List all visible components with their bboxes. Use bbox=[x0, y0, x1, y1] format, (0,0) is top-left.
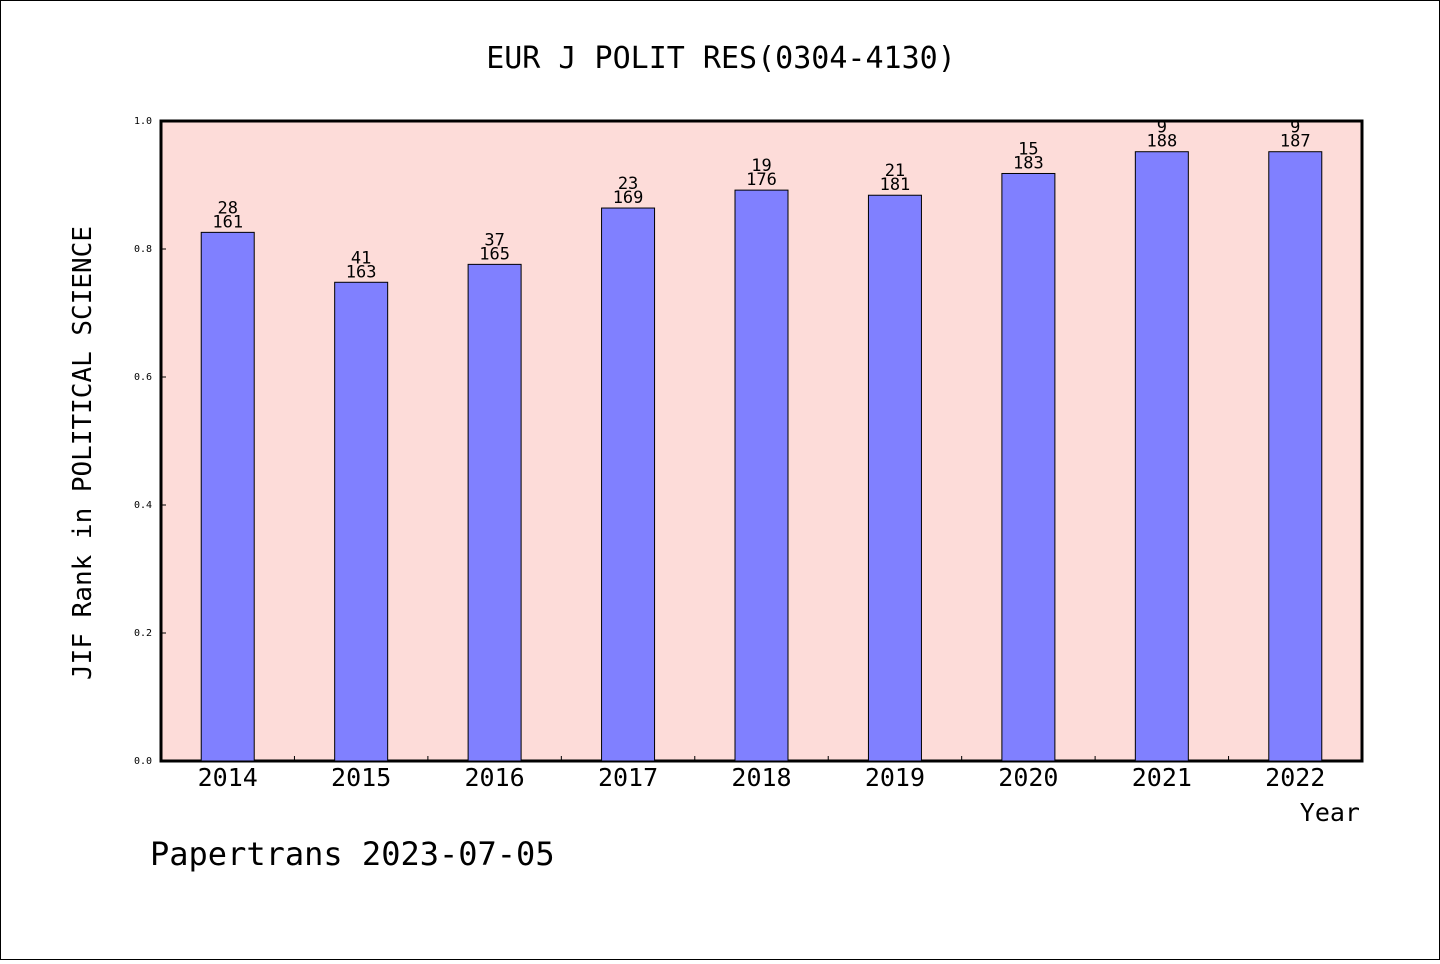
bar-rank-label: 19 bbox=[751, 156, 771, 176]
bar-2014 bbox=[200, 231, 255, 762]
bar-2020 bbox=[1001, 172, 1056, 762]
y-tick-label: 0.0 bbox=[134, 756, 152, 767]
x-tick-label: 2022 bbox=[1265, 763, 1325, 792]
x-axis: 2014 2015 2016 2017 2018 2019 2020 2021 2022 bbox=[198, 756, 1325, 792]
bar-2021 bbox=[1134, 151, 1189, 762]
y-tick-label: 0.2 bbox=[134, 628, 152, 639]
x-tick-label: 2016 bbox=[465, 763, 525, 792]
bar-rank-label: 9 bbox=[1157, 118, 1167, 138]
bar-2019 bbox=[867, 194, 922, 762]
bar-2015 bbox=[334, 281, 389, 762]
bar-total-label: 187 bbox=[1280, 132, 1311, 152]
bar-total-label: 181 bbox=[880, 175, 911, 195]
bar-2017 bbox=[601, 207, 656, 762]
bar-rank-label: 21 bbox=[885, 161, 905, 181]
x-tick-label: 2021 bbox=[1132, 763, 1192, 792]
bar-total-label: 163 bbox=[346, 262, 377, 282]
y-tick-label: 0.6 bbox=[134, 372, 152, 383]
x-tick-label: 2014 bbox=[198, 763, 258, 792]
y-axis-label: JIF Rank in POLITICAL SCIENCE bbox=[68, 226, 98, 680]
bar-rank-label: 9 bbox=[1290, 118, 1300, 138]
x-tick-label: 2020 bbox=[998, 763, 1058, 792]
bar-2022 bbox=[1268, 151, 1323, 762]
bar-rank-label: 37 bbox=[484, 230, 504, 250]
x-tick-label: 2018 bbox=[731, 763, 791, 792]
x-axis-label: Year bbox=[1300, 798, 1360, 827]
bar-series bbox=[200, 151, 1323, 762]
x-tick-label: 2019 bbox=[865, 763, 925, 792]
bar-rank-label: 28 bbox=[217, 198, 237, 218]
bar-total-label: 161 bbox=[212, 212, 243, 232]
y-axis: 0.0 0.2 0.4 0.6 0.8 1.0 bbox=[134, 116, 166, 767]
bar-total-label: 188 bbox=[1146, 132, 1177, 152]
bar-total-label: 183 bbox=[1013, 153, 1044, 173]
bar-rank-label: 23 bbox=[618, 174, 638, 194]
chart-title: EUR J POLIT RES(0304-4130) bbox=[486, 41, 956, 76]
bar-rank-label: 41 bbox=[351, 248, 371, 268]
y-tick-label: 0.8 bbox=[134, 244, 152, 255]
y-tick-label: 1.0 bbox=[134, 116, 152, 127]
bar-2018 bbox=[734, 189, 789, 762]
footer-credit: Papertrans 2023-07-05 bbox=[150, 835, 555, 873]
bar-total-label: 169 bbox=[613, 188, 644, 208]
bar-total-label: 176 bbox=[746, 170, 777, 190]
bar-total-label: 165 bbox=[479, 244, 510, 264]
x-tick-label: 2017 bbox=[598, 763, 658, 792]
bar-2016 bbox=[467, 263, 522, 762]
x-tick-label: 2015 bbox=[331, 763, 391, 792]
y-tick-label: 0.4 bbox=[134, 500, 152, 511]
bar-rank-label: 15 bbox=[1018, 139, 1038, 159]
